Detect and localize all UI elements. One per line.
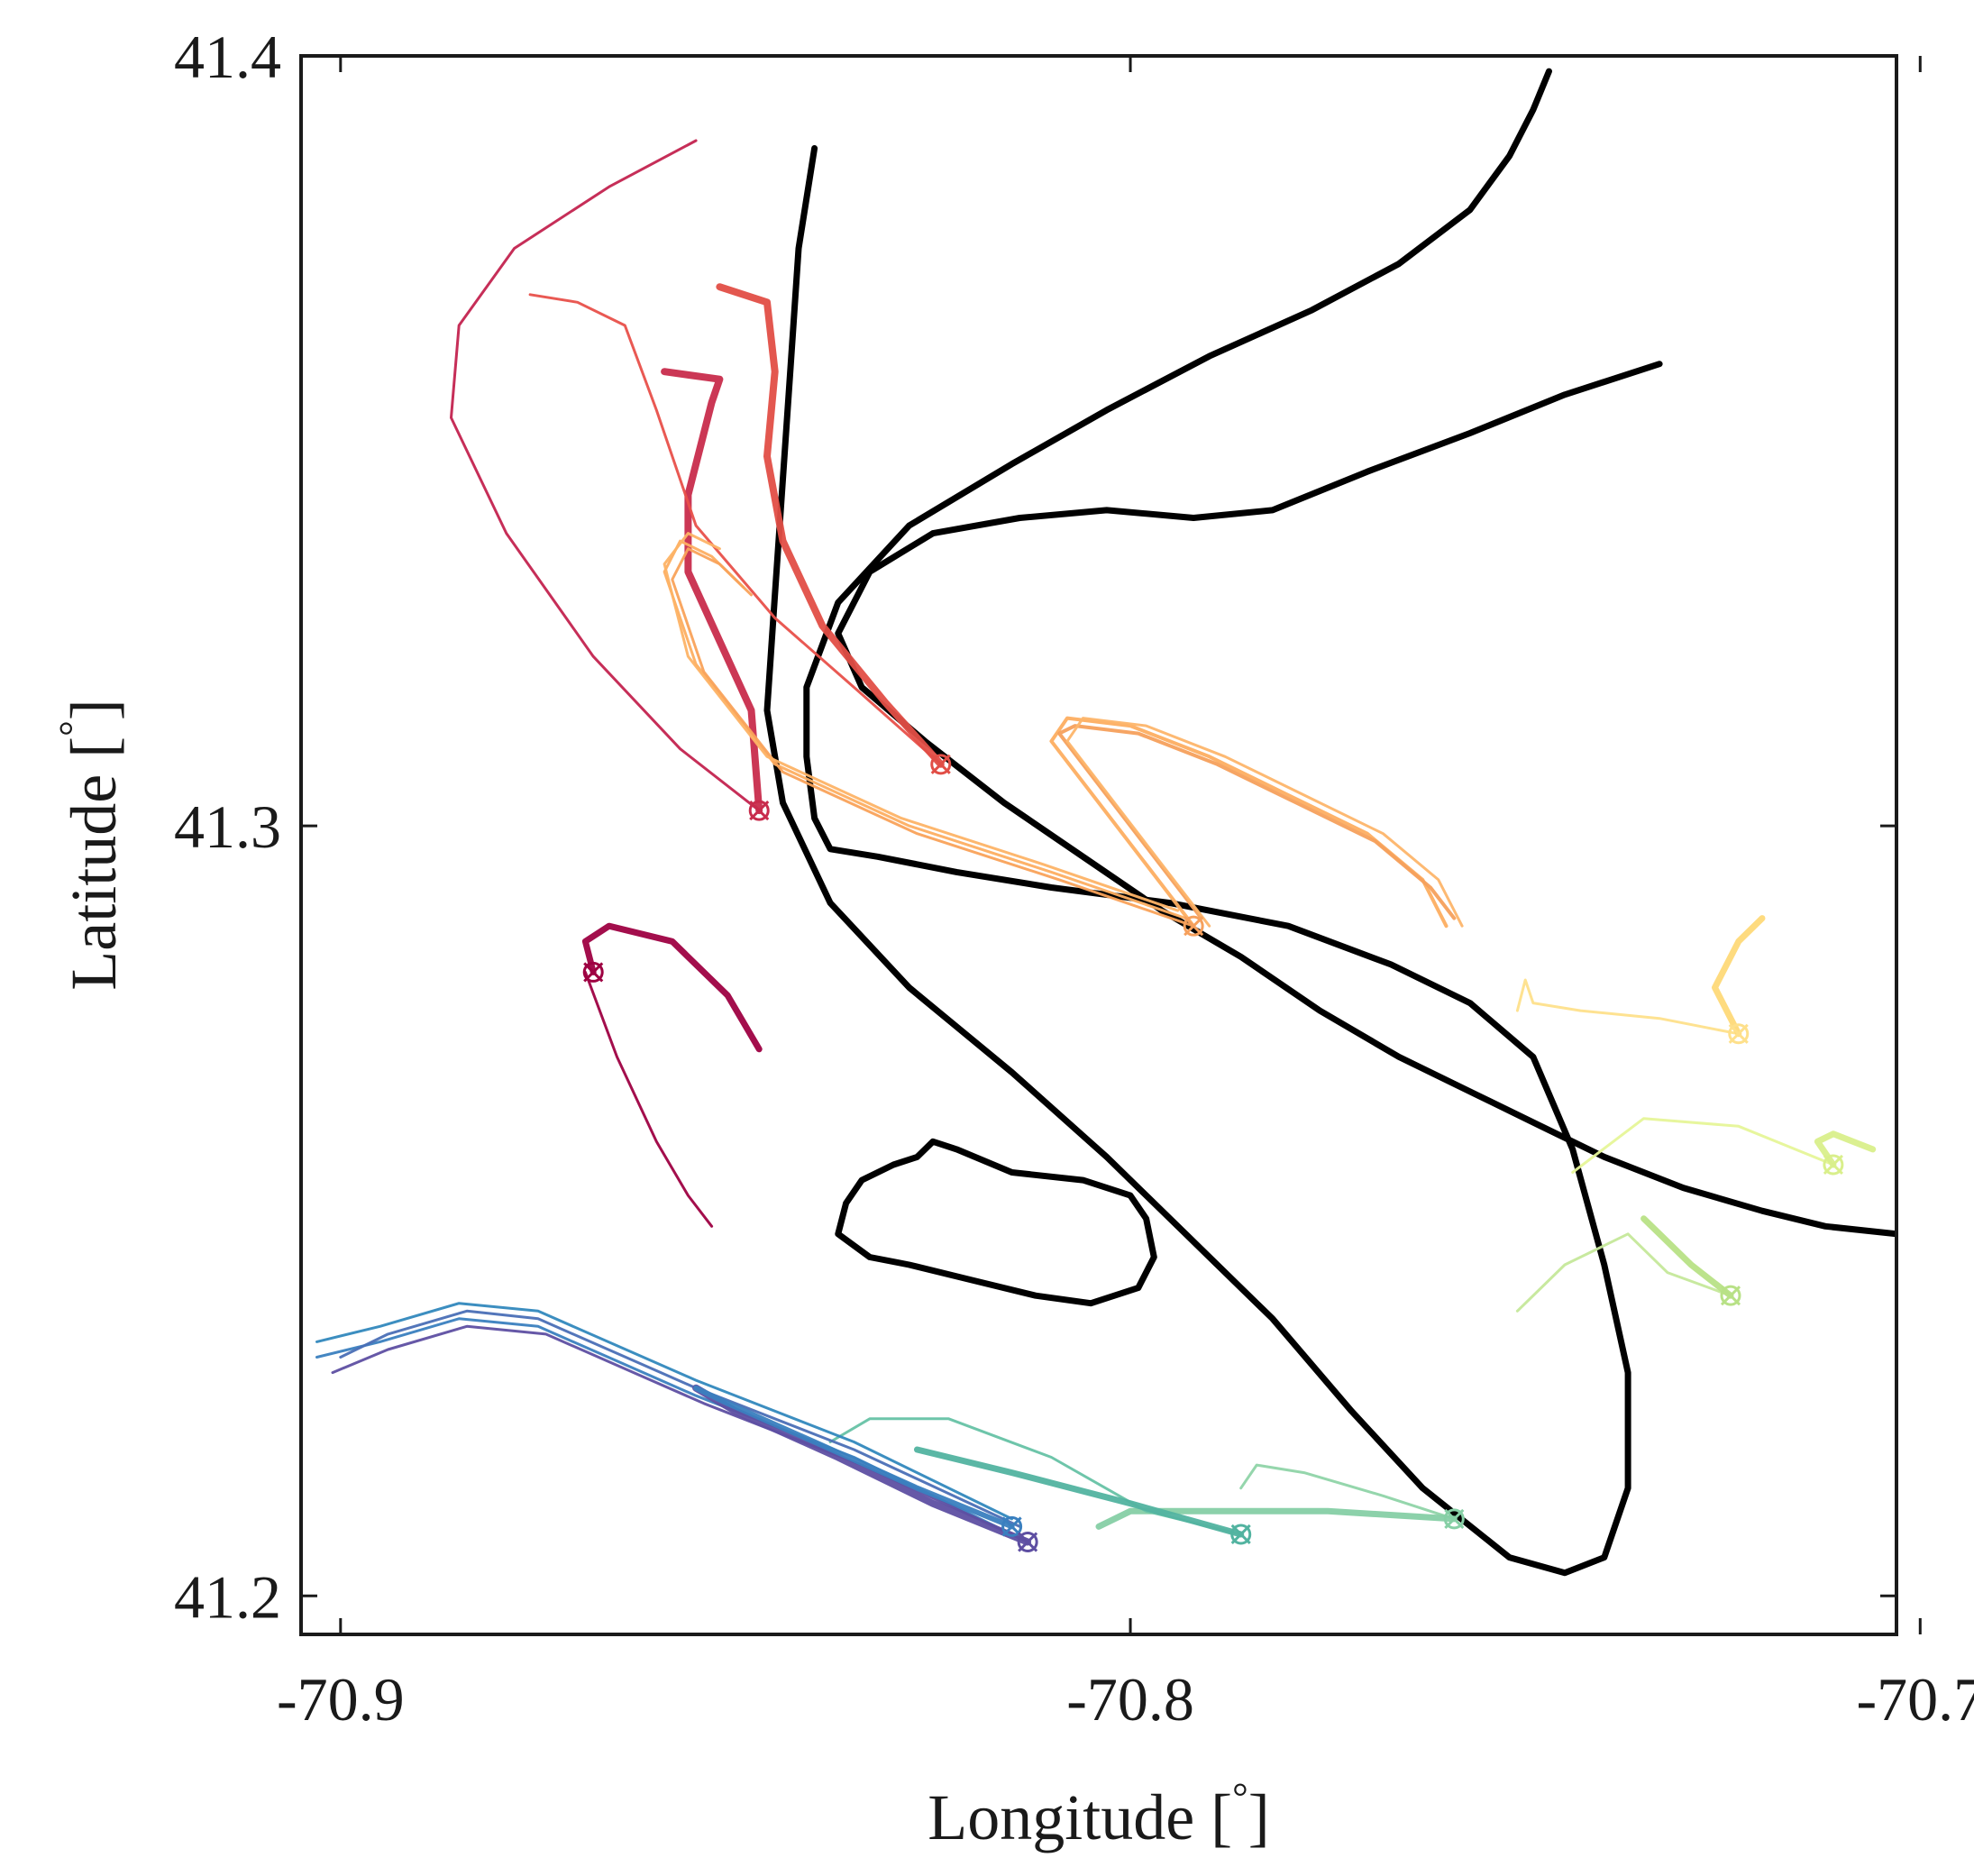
y-axis-label-text: Latitude [ (58, 737, 130, 991)
release-point-marker-5 (1728, 1023, 1750, 1045)
trajectory-line-25 (339, 1309, 1021, 1528)
x-axis-label: Longitude [°] (928, 1775, 1270, 1853)
release-point-marker-3 (930, 754, 952, 775)
trajectory-line-17 (1515, 1232, 1732, 1313)
release-point-marker-6 (1823, 1154, 1844, 1176)
y-axis-unit-close: ] (58, 699, 130, 720)
x-axis-degree-symbol: ° (1232, 1775, 1248, 1819)
trajectory-line-12 (1065, 717, 1464, 928)
x-tick-label-2: -70.8 (1066, 1665, 1194, 1734)
trajectory-layer (315, 139, 1877, 1546)
coastline-layer (763, 68, 1896, 1577)
trajectory-line-11 (1057, 724, 1457, 920)
release-point-marker-9 (1230, 1524, 1252, 1545)
y-tick-label-2: 41.3 (174, 792, 281, 861)
trajectory-line-19 (1239, 1463, 1456, 1521)
x-axis-unit-close: ] (1248, 1781, 1270, 1853)
release-point-marker-7 (1720, 1285, 1741, 1306)
y-tick-label-3: 41.4 (174, 23, 281, 91)
trajectory-line-9 (663, 532, 1180, 912)
release-point-marker-10 (1001, 1515, 1023, 1537)
release-point-marker-4 (1183, 915, 1204, 937)
trajectory-line-5 (528, 293, 943, 766)
y-axis-label: Latitude [°] (51, 699, 130, 990)
trajectory-line-1 (583, 970, 714, 1228)
release-point-marker-11 (1017, 1532, 1038, 1553)
plot-frame (299, 54, 1898, 1636)
trajectory-line-16 (1814, 1130, 1877, 1168)
release-marker-layer (582, 754, 1844, 1553)
trajectory-line-7 (663, 539, 1187, 920)
release-point-marker-1 (582, 961, 604, 983)
trajectory-line-13 (1515, 978, 1741, 1036)
trajectory-line-2 (581, 922, 763, 1053)
release-point-marker-2 (748, 800, 770, 821)
coastline-2 (835, 361, 1896, 1238)
x-tick-label-1: -70.9 (277, 1665, 405, 1734)
trajectory-line-22 (914, 1446, 1245, 1538)
axis-ticks: -70.9 -70.8 -70.7 41.2 41.3 41.4 (174, 23, 1974, 1734)
trajectory-line-18 (1640, 1215, 1734, 1299)
y-axis-degree-symbol: ° (51, 720, 96, 737)
trajectory-line-3 (450, 139, 761, 812)
y-tick-label-1: 41.2 (174, 1562, 281, 1631)
release-point-marker-8 (1443, 1508, 1465, 1530)
trajectory-line-14 (1712, 915, 1766, 1038)
x-axis-label-text: Longitude [ (928, 1781, 1232, 1853)
x-tick-label-3: -70.7 (1856, 1665, 1974, 1734)
trajectory-line-20 (1095, 1507, 1458, 1530)
trajectory-line-6 (716, 283, 945, 768)
coastline-3 (835, 1138, 1157, 1307)
trajectory-line-15 (1571, 1117, 1835, 1174)
trajectory-line-8 (671, 547, 1195, 928)
trajectory-line-23 (315, 1302, 1014, 1521)
coastline-1 (763, 68, 1631, 1577)
trajectory-line-28 (693, 1385, 1015, 1530)
